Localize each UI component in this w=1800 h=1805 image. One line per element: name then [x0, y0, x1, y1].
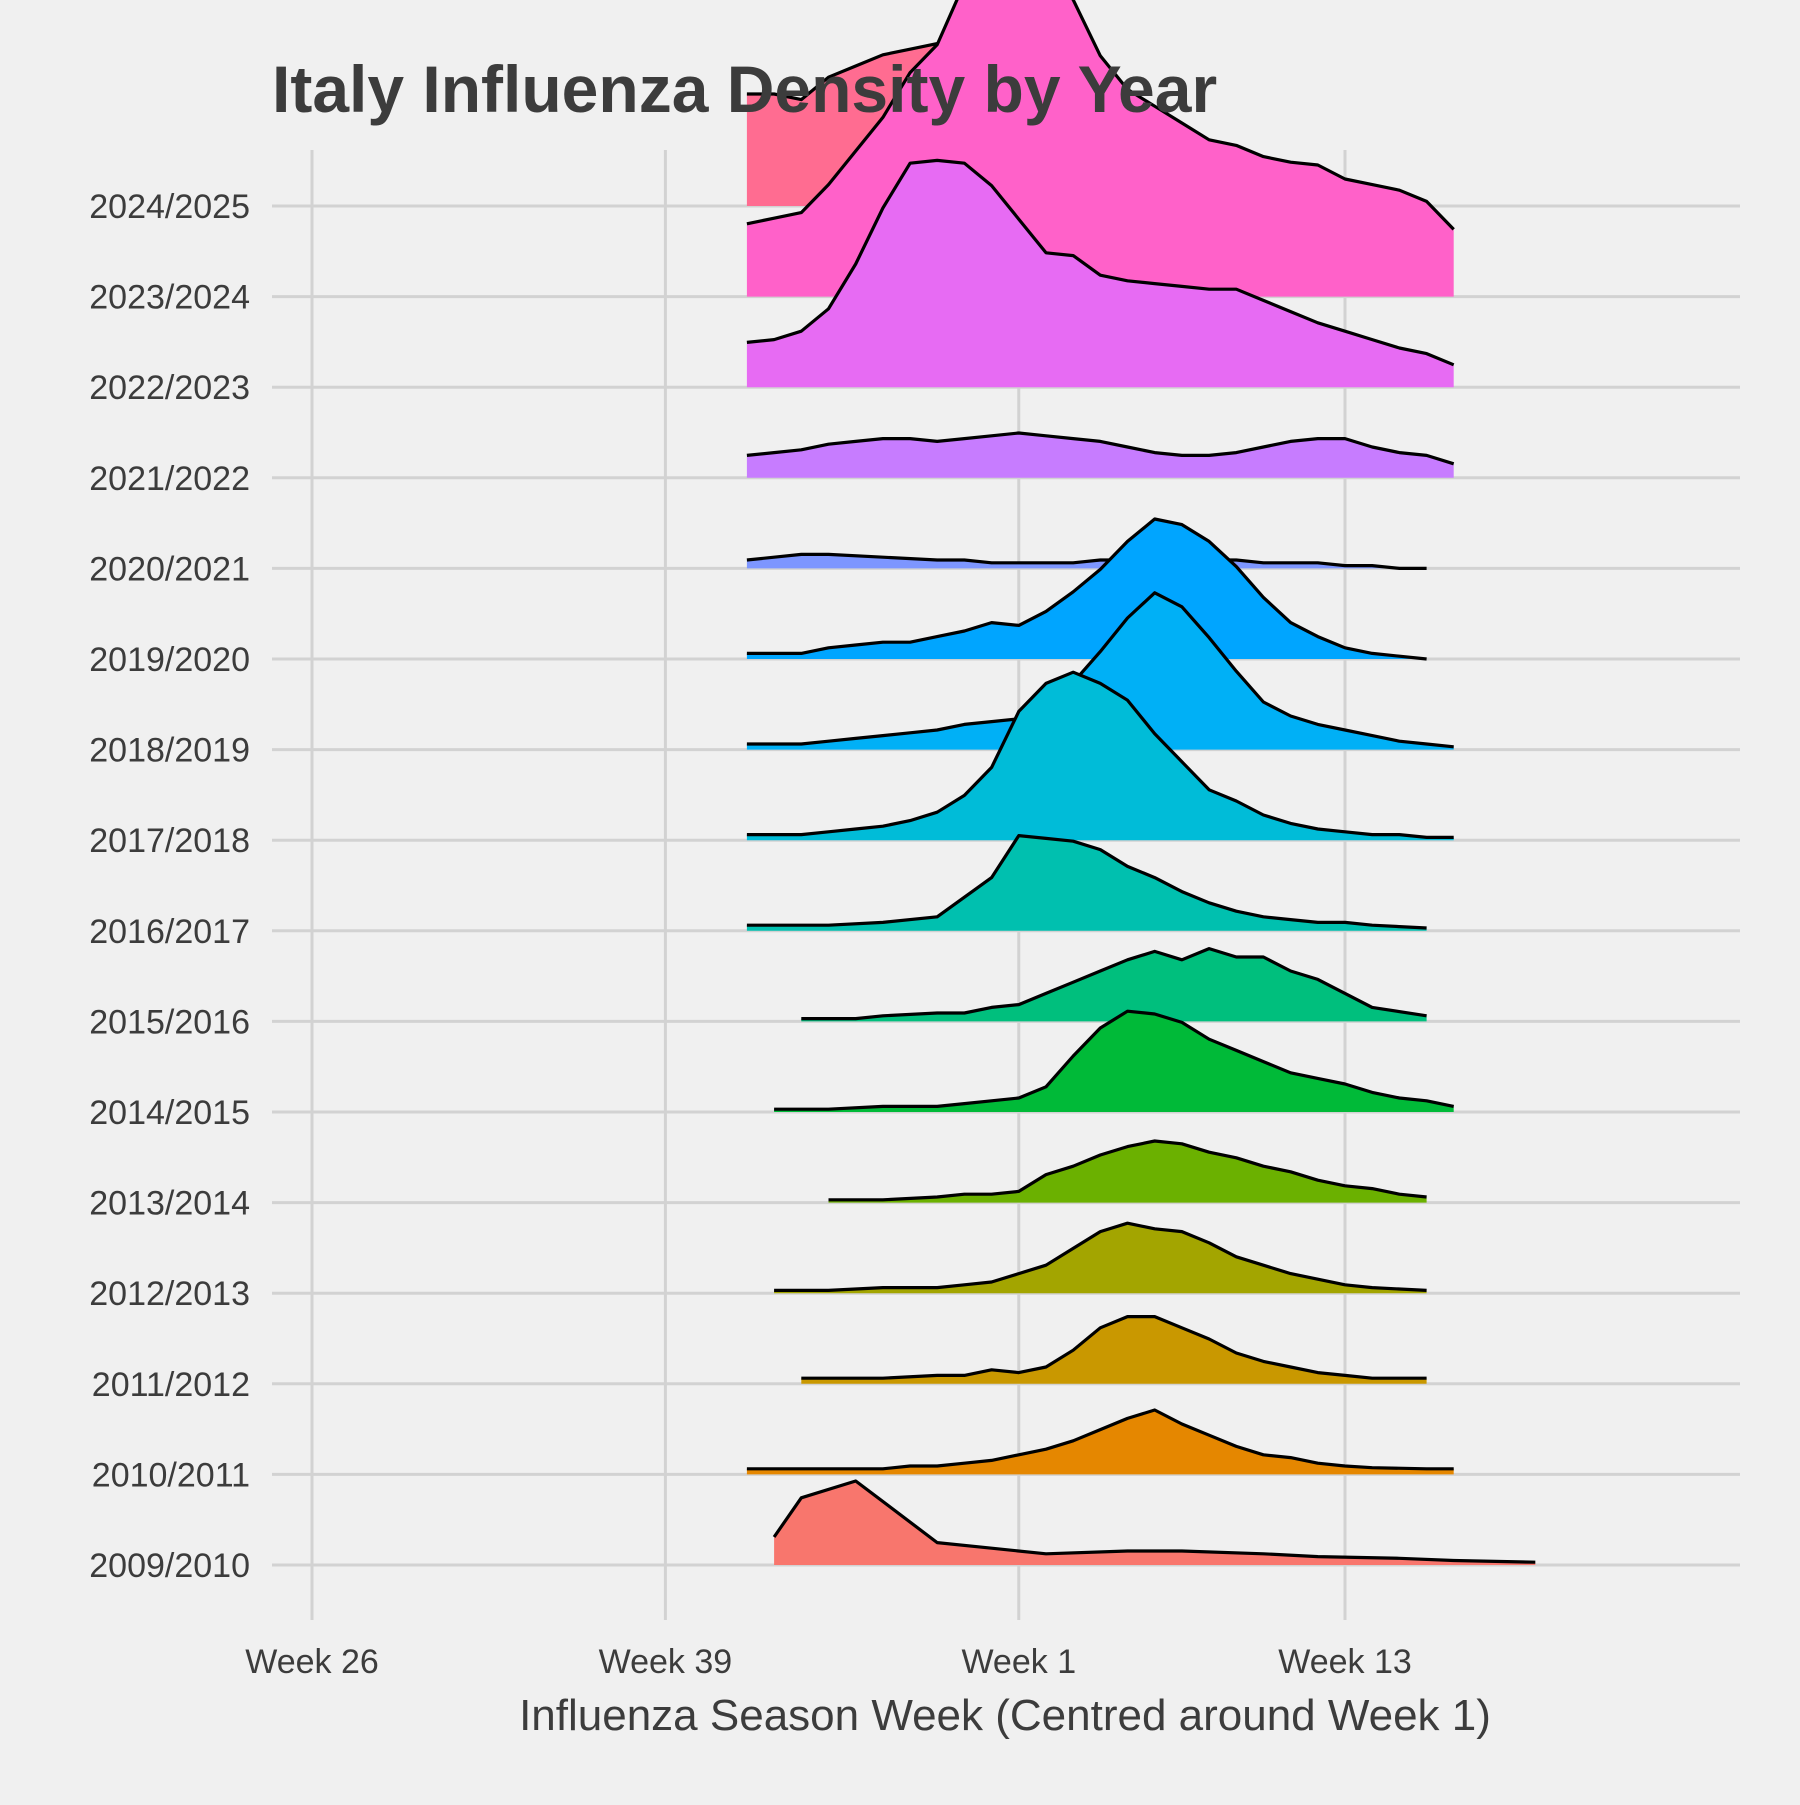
ridge-2018-2019 [746, 591, 1454, 750]
y-tick-label: 2014/2015 [89, 1094, 250, 1132]
y-tick-label: 2020/2021 [89, 550, 250, 588]
ridge-area [746, 835, 1427, 931]
ridge-2020-2021 [746, 552, 1427, 570]
ridge-layer [746, 0, 1536, 1565]
ridge-2009-2010 [772, 1479, 1536, 1565]
x-tick-label: Week 13 [1278, 1643, 1412, 1681]
ridge-area [746, 160, 1454, 388]
ridge-outline [746, 834, 1427, 930]
ridge-outline [746, 158, 1455, 367]
ridge-outline [801, 947, 1427, 1021]
ridge-area [746, 672, 1454, 841]
ridge-outline [801, 1315, 1427, 1380]
ridge-outline [774, 1221, 1427, 1292]
ridge-area [801, 1316, 1427, 1384]
y-tick-label: 2024/2025 [89, 188, 250, 226]
ridge-2019-2020 [746, 517, 1427, 661]
ridge-outline [746, 517, 1427, 661]
ridge-area [746, 519, 1427, 659]
chart-title: Italy Influenza Density by Year [272, 52, 1217, 126]
y-tick-label: 2022/2023 [89, 369, 250, 407]
ridge-outline [746, 431, 1455, 466]
x-tick-label: Week 26 [245, 1643, 379, 1681]
ridge-outline [746, 670, 1454, 839]
ridge-area [774, 1223, 1427, 1294]
ridge-area [774, 1481, 1536, 1565]
x-axis-title: Influenza Season Week (Centred around We… [519, 1691, 1491, 1740]
y-tick-label: 2015/2016 [89, 1003, 250, 1041]
x-tick-label: Week 1 [961, 1643, 1076, 1681]
ridge-2013-2014 [828, 1139, 1427, 1203]
y-tick-label: 2013/2014 [89, 1185, 250, 1223]
ridge-2016-2017 [746, 834, 1427, 931]
ridge-2012-2013 [774, 1221, 1427, 1294]
ridge-area [774, 1011, 1454, 1112]
ridge-2011-2012 [801, 1315, 1427, 1384]
ridge-outline [746, 0, 1455, 231]
y-tick-label: 2017/2018 [89, 822, 250, 860]
x-tick-label: Week 39 [599, 1643, 733, 1681]
ridge-2010-2011 [746, 1408, 1454, 1475]
y-tick-label: 2012/2013 [89, 1275, 250, 1313]
ridge-2022-2023 [746, 158, 1455, 388]
y-tick-label: 2018/2019 [89, 732, 250, 770]
x-tick-labels: Week 26 Week 39 Week 1 Week 13 [245, 1643, 1412, 1681]
y-tick-labels: 2009/2010 2010/2011 2011/2012 2012/2013 2013… [89, 188, 250, 1585]
ridge-2015-2016 [801, 947, 1427, 1022]
ridge-area [746, 1410, 1454, 1475]
y-tick-label: 2021/2022 [89, 460, 250, 498]
y-tick-label: 2016/2017 [89, 913, 250, 951]
ridge-outline [774, 1009, 1455, 1111]
ridge-area [828, 1141, 1427, 1203]
ridge-2021-2022 [746, 431, 1455, 478]
y-tick-label: 2023/2024 [89, 279, 250, 317]
y-tick-label: 2011/2012 [92, 1366, 250, 1404]
ridge-outline [746, 591, 1454, 749]
ridge-outline [828, 1139, 1427, 1202]
ridge-outline [746, 1408, 1454, 1471]
y-tick-label: 2009/2010 [89, 1547, 250, 1585]
y-tick-label: 2019/2020 [89, 641, 250, 679]
y-tick-label: 2010/2011 [92, 1456, 250, 1494]
ridge-outline [772, 1479, 1536, 1564]
ridge-2014-2015 [774, 1009, 1455, 1112]
ridge-2017-2018 [746, 670, 1454, 841]
ridge-area [801, 948, 1427, 1022]
